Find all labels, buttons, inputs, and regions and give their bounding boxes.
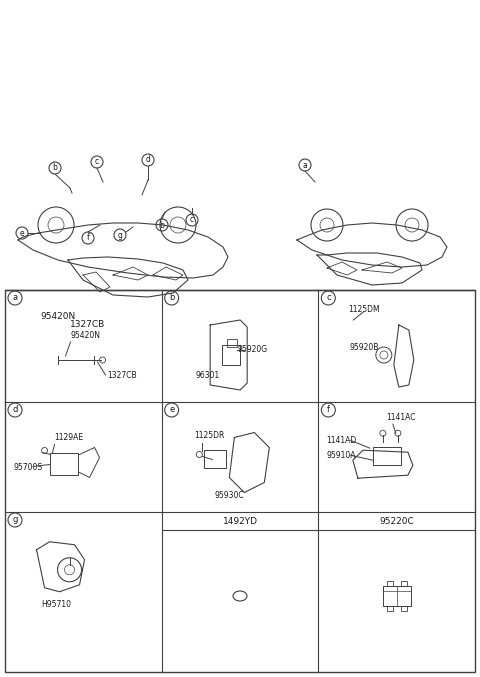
Text: c: c: [95, 158, 99, 167]
Text: 1327CB: 1327CB: [108, 370, 137, 380]
Text: b: b: [169, 294, 174, 303]
Text: c: c: [326, 294, 331, 303]
Bar: [204, 450, 227, 468]
Text: 95910A: 95910A: [326, 451, 356, 460]
Text: f: f: [327, 406, 330, 414]
Bar: [387, 581, 393, 586]
Bar: [401, 581, 407, 586]
Text: 95220C: 95220C: [379, 517, 414, 525]
Bar: [222, 345, 240, 365]
Text: d: d: [12, 406, 18, 414]
Text: 1141AD: 1141AD: [326, 436, 357, 445]
Text: 95420N: 95420N: [71, 331, 100, 340]
Text: e: e: [20, 229, 24, 238]
Text: 1129AE: 1129AE: [55, 433, 84, 443]
Text: b: b: [53, 164, 58, 173]
Text: 1327CB: 1327CB: [70, 320, 105, 329]
Bar: [49, 452, 78, 475]
Text: 1125DR: 1125DR: [194, 431, 225, 441]
Bar: [383, 586, 411, 606]
Text: a: a: [302, 160, 307, 169]
Text: b: b: [159, 221, 165, 230]
Bar: [387, 606, 393, 611]
Text: d: d: [145, 156, 150, 165]
Bar: [401, 606, 407, 611]
Bar: [227, 339, 237, 347]
Text: 95920G: 95920G: [237, 345, 267, 355]
Text: 95420N: 95420N: [40, 312, 75, 321]
Bar: [5, 290, 475, 672]
Text: e: e: [169, 406, 174, 414]
Text: c: c: [190, 215, 194, 225]
Text: g: g: [12, 515, 18, 525]
Text: 1141AC: 1141AC: [386, 413, 415, 422]
Text: a: a: [12, 294, 18, 303]
Text: g: g: [118, 230, 122, 240]
Text: 1125DM: 1125DM: [348, 305, 380, 315]
Text: 95920B: 95920B: [349, 343, 379, 351]
Text: 96301: 96301: [195, 370, 219, 380]
Text: 95700S: 95700S: [13, 463, 42, 472]
Bar: [373, 447, 401, 465]
Text: f: f: [86, 234, 89, 242]
Text: 95930C: 95930C: [215, 491, 244, 500]
Text: H95710: H95710: [42, 600, 72, 609]
Text: 1492YD: 1492YD: [223, 517, 257, 525]
